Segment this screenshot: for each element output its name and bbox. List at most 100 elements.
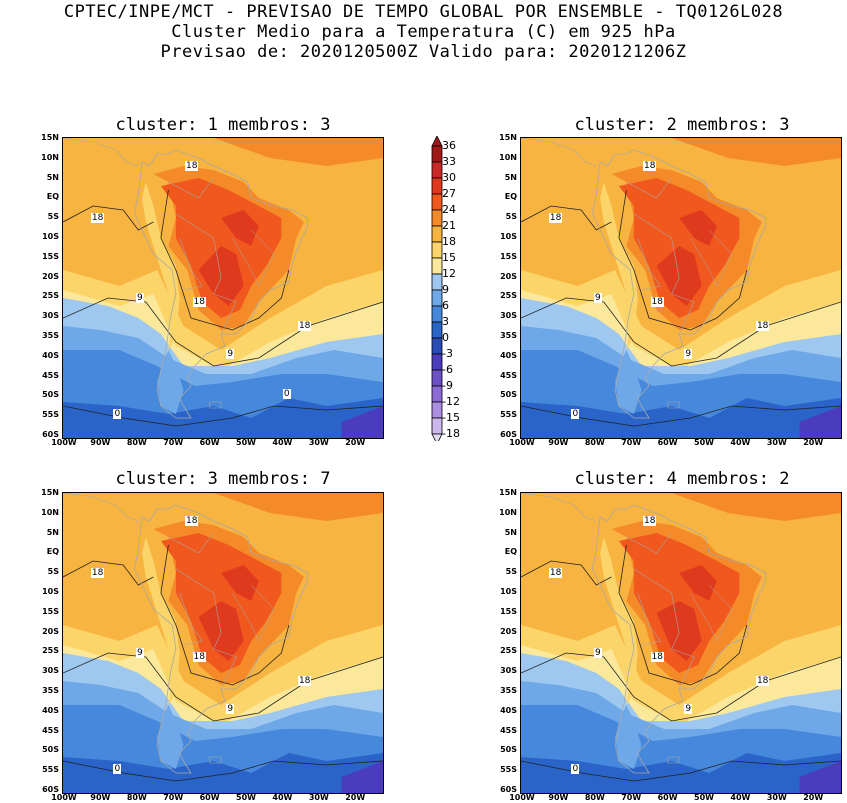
colorbar-graphic	[431, 135, 443, 445]
lat-tick-label: 55S	[500, 765, 517, 775]
lon-tick-label: 20W	[345, 438, 366, 447]
lat-tick-label: 55S	[500, 410, 517, 420]
falkland-islands	[667, 401, 680, 409]
contour-30	[198, 601, 244, 661]
isoline-9	[63, 652, 383, 722]
lat-tick-label: EQ	[46, 547, 59, 557]
colorbar-label: -3	[442, 347, 453, 360]
andes-cool-strip	[600, 537, 638, 705]
colorbar-segment	[431, 193, 443, 211]
state-border	[690, 229, 733, 287]
contour-minus6	[799, 761, 841, 793]
contour-value-label: 18	[90, 213, 105, 223]
lat-tick-label: 20S	[500, 626, 517, 636]
state-border	[690, 584, 733, 642]
contour-value-label: 18	[297, 676, 312, 686]
lat-tick-label: 20S	[42, 271, 59, 281]
country-border	[168, 532, 214, 554]
state-border	[232, 584, 275, 642]
lon-tick-label: 70W	[621, 438, 642, 447]
map-panel-2: 18 18 18 9 18 9 0	[520, 137, 842, 439]
lon-tick-label: 80W	[126, 438, 147, 447]
lat-tick-label: 50S	[42, 390, 59, 400]
lon-tick-label: 100W	[509, 438, 535, 447]
colorbar-label: 18	[442, 235, 456, 248]
contour-value-label: 18	[192, 652, 206, 662]
lat-tick-label: 45S	[500, 370, 517, 380]
state-border	[232, 229, 275, 287]
lat-tick-label: 60S	[42, 430, 59, 439]
lat-tick-label: 15S	[500, 606, 517, 616]
patagonia-cool	[157, 350, 184, 414]
lat-tick-label: EQ	[504, 192, 517, 202]
patagonia-cool	[615, 705, 642, 769]
isoline-9	[521, 652, 841, 722]
coastline-central-america	[63, 138, 139, 167]
colorbar-label: 12	[442, 267, 456, 280]
lon-tick-label: 70W	[163, 438, 184, 447]
lon-tick-label: 20W	[803, 438, 824, 447]
temperature-field	[63, 138, 383, 438]
coastline-south-america	[134, 504, 309, 774]
lat-tick-label: 40S	[500, 705, 517, 715]
country-border	[175, 213, 237, 335]
contour-value-label: 0	[113, 764, 122, 774]
contour-24-north	[63, 493, 383, 521]
colorbar-label: 15	[442, 251, 456, 264]
contour-30b	[679, 210, 717, 246]
lon-tick-label: 80W	[584, 438, 605, 447]
contour-value-label: 18	[185, 161, 199, 171]
subtitle-variable: Cluster Medio para a Temperatura (C) em …	[171, 22, 676, 42]
lat-tick-label: 45S	[42, 725, 59, 735]
country-border	[175, 568, 237, 690]
isoline-18	[160, 544, 290, 686]
lon-tick-label: 40W	[730, 438, 751, 447]
lat-tick-label: 10N	[499, 507, 517, 517]
country-border	[637, 237, 661, 291]
contour-30	[656, 246, 702, 306]
lat-tick-label: 10S	[42, 232, 59, 241]
colorbar-label: 9	[442, 283, 449, 296]
colorbar-top-arrow	[431, 135, 443, 147]
contour-value-label: 18	[90, 568, 105, 578]
map-panel-3: 18 18 18 9 18 9 0	[62, 492, 384, 794]
lat-tick-label: 5S	[47, 212, 59, 222]
lat-tick-label: 40S	[42, 350, 59, 360]
lon-tick-label: 50W	[236, 793, 256, 802]
contour-30b	[221, 565, 259, 601]
lat-tick-label: 10S	[500, 232, 517, 241]
contour-value-label: 9	[594, 648, 602, 658]
lat-tick-label: 55S	[42, 765, 59, 775]
contour-minus6	[341, 406, 383, 438]
contour-value-label: 18	[192, 297, 206, 307]
colorbar-label: -6	[442, 363, 453, 376]
lat-tick-label: 5N	[46, 172, 59, 182]
isoline-0	[63, 405, 383, 427]
lat-tick-label: 10N	[499, 152, 517, 162]
coastline-south-america	[134, 149, 309, 419]
lon-tick-label: 40W	[272, 438, 293, 447]
lat-tick-label: 50S	[500, 390, 517, 400]
contour-24-north	[521, 138, 841, 166]
contour-value-label: 18	[650, 652, 664, 662]
contour-30	[198, 246, 244, 306]
lat-tick-label: 55S	[42, 410, 59, 420]
falkland-islands	[209, 756, 222, 764]
contour-value-label: 18	[548, 568, 563, 578]
panel-title-2: cluster: 2 membros: 3	[574, 115, 790, 135]
lat-tick-label: 45S	[500, 725, 517, 735]
lat-tick-label: 15S	[500, 251, 517, 261]
contour-value-label: 18	[548, 213, 563, 223]
country-border	[179, 237, 203, 291]
lat-tick-label: 5S	[505, 567, 517, 577]
contour-value-label: 9	[684, 704, 693, 714]
contour-value-label: 9	[226, 704, 235, 714]
contour-value-label: 0	[282, 389, 291, 399]
lon-tick-label: 90W	[548, 793, 569, 802]
lat-tick-label: 50S	[500, 745, 517, 755]
isoline-18-pacific	[521, 560, 612, 586]
lon-tick-label: 30W	[766, 438, 787, 447]
panel-title-1: cluster: 1 membros: 3	[115, 115, 331, 135]
contour-value-label: 18	[297, 321, 312, 331]
colorbar-segment	[431, 369, 443, 387]
